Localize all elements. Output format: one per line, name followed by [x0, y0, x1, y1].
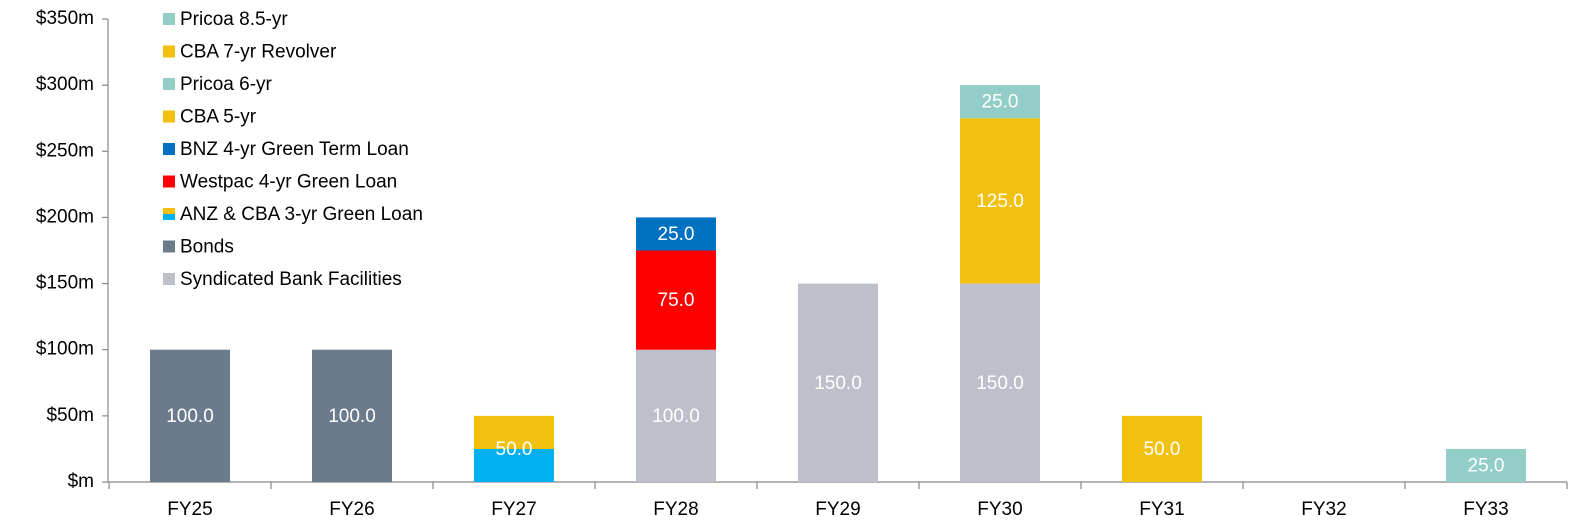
data-label: 50.0 [1144, 439, 1181, 460]
y-tick-label: $300m [36, 74, 94, 95]
x-tick-label: FY25 [167, 499, 212, 520]
bar-segment [1446, 448, 1526, 482]
legend-swatch [163, 273, 175, 285]
data-label: 100.0 [166, 406, 214, 427]
bar-segment [636, 250, 716, 350]
legend-swatch [163, 110, 175, 123]
legend-swatch [163, 78, 175, 90]
bar-segment [636, 349, 716, 482]
legend-label: Westpac 4-yr Green Loan [180, 172, 397, 193]
x-tick-label: FY26 [329, 499, 374, 520]
x-tick-label: FY30 [977, 499, 1022, 520]
bar-segment [960, 118, 1040, 284]
x-tick-label: FY28 [653, 499, 698, 520]
legend-label: Syndicated Bank Facilities [180, 269, 402, 290]
data-label: 50.0 [496, 439, 533, 460]
x-tick-label: FY33 [1463, 499, 1508, 520]
y-tick-label: $50m [46, 405, 94, 426]
legend-label: Bonds [180, 237, 234, 258]
x-tick-label: FY32 [1301, 499, 1346, 520]
y-tick-label: $m [68, 471, 94, 492]
data-label: 125.0 [976, 191, 1024, 212]
legend-label: CBA 7-yr Revolver [180, 42, 337, 63]
y-tick-label: $250m [36, 140, 94, 161]
legend-swatch [163, 13, 175, 25]
y-tick-label: $350m [36, 8, 94, 29]
bar-segment [312, 349, 392, 482]
bar-segment [798, 283, 878, 482]
x-tick-label: FY27 [491, 499, 536, 520]
bar-segment [1122, 415, 1202, 482]
bar-segment [636, 217, 716, 251]
data-label: 100.0 [652, 406, 700, 427]
legend-label: Pricoa 6-yr [180, 74, 273, 95]
y-tick-label: $150m [36, 273, 94, 294]
legend-swatch [163, 143, 175, 155]
legend-swatch [163, 240, 175, 253]
bar-segment [960, 283, 1040, 482]
bar-segment [960, 85, 1040, 119]
legend-swatch [163, 45, 175, 58]
x-tick-label: FY31 [1139, 499, 1184, 520]
data-label: 100.0 [328, 406, 376, 427]
x-tick-label: FY29 [815, 499, 860, 520]
data-label: 25.0 [1468, 455, 1505, 476]
y-tick-label: $100m [36, 339, 94, 360]
y-tick-label: $200m [36, 206, 94, 227]
legend-label: ANZ & CBA 3-yr Green Loan [180, 204, 423, 225]
data-label: 25.0 [982, 92, 1019, 113]
legend-label: Pricoa 8.5-yr [180, 9, 288, 30]
data-label: 25.0 [658, 224, 695, 245]
data-label: 150.0 [976, 373, 1024, 394]
legend-label: BNZ 4-yr Green Term Loan [180, 139, 409, 160]
legend-swatch [163, 175, 175, 188]
legend-swatch [163, 208, 175, 220]
bar-segment [474, 415, 554, 482]
data-label: 75.0 [658, 290, 695, 311]
legend-label: CBA 5-yr [180, 107, 257, 128]
bar-segment [150, 349, 230, 482]
data-label: 150.0 [814, 373, 862, 394]
